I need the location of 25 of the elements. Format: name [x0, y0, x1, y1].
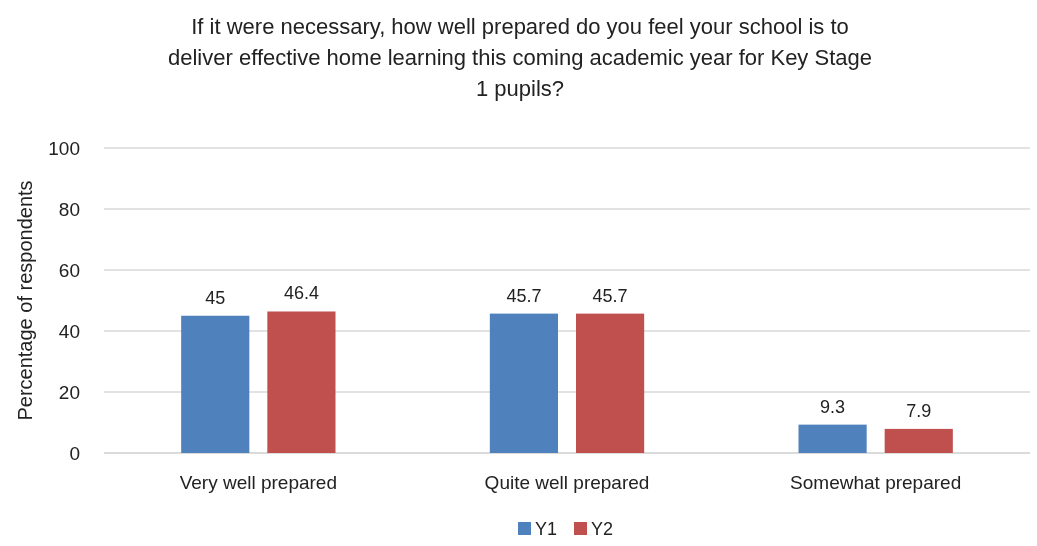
y-axis-title: Percentage of respondents [14, 180, 36, 421]
data-label: 45 [205, 287, 226, 308]
y-tick-label: 60 [58, 259, 80, 281]
data-label: 9.3 [820, 396, 846, 417]
bar [884, 428, 953, 453]
legend-label: Y1 [535, 519, 558, 539]
bar [267, 311, 336, 453]
y-tick-label: 40 [58, 320, 80, 342]
y-tick-label: 80 [58, 198, 80, 220]
data-label: 46.4 [283, 283, 319, 304]
y-tick-label: 100 [48, 137, 80, 159]
bar [576, 313, 645, 453]
bar [489, 313, 558, 453]
y-tick-label: 20 [58, 381, 80, 403]
bar [181, 315, 250, 453]
y-tick-label: 0 [69, 442, 80, 464]
chart-title: If it were necessary, how well prepared do you feel your school is to deliver effective home learning this coming academic year for Key Stage 1 pupils? [168, 14, 872, 101]
data-label: 7.9 [906, 400, 932, 421]
x-tick-label: Very well prepared [179, 472, 338, 493]
x-tick-label: Quite well prepared [484, 472, 650, 493]
data-label: 45.7 [592, 285, 628, 306]
bar [798, 424, 867, 453]
x-tick-label: Somewhat prepared [790, 472, 962, 493]
data-label: 45.7 [506, 285, 542, 306]
legend-label: Y2 [591, 519, 614, 539]
